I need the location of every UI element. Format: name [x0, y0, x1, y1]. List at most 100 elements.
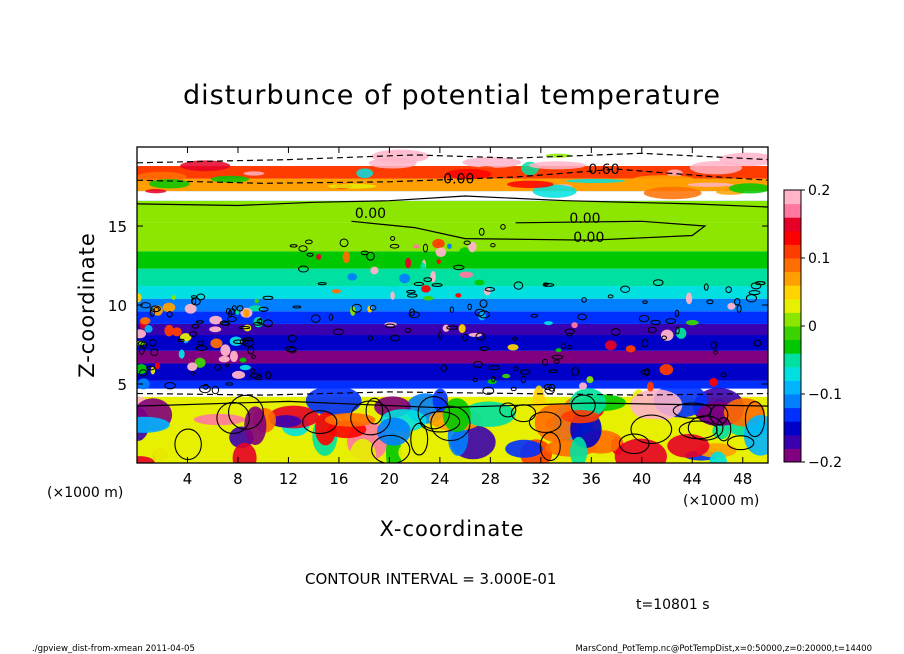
x-tick-label: 16 — [329, 470, 348, 488]
blob — [421, 285, 431, 293]
contour-loop — [713, 350, 718, 355]
colorbar-swatch — [784, 298, 801, 313]
contour-loop — [736, 304, 742, 313]
color-band — [137, 363, 768, 381]
blob — [370, 266, 379, 275]
blob — [743, 415, 768, 456]
contour-loop — [490, 243, 496, 248]
x-tick-label: 28 — [481, 470, 500, 488]
blob — [709, 451, 728, 463]
blob — [571, 322, 578, 329]
color-band — [137, 350, 768, 364]
contour-loop — [744, 401, 766, 438]
contour-loop — [753, 339, 762, 347]
blob — [137, 416, 170, 433]
contour-loop — [177, 338, 185, 342]
contour-loop — [298, 265, 309, 273]
contour-loop — [311, 314, 321, 323]
contour-loop — [423, 277, 433, 282]
blob — [178, 349, 185, 359]
blob — [561, 410, 600, 424]
blob — [367, 305, 373, 313]
colorbar-tick-label: −0.2 — [808, 455, 842, 471]
blob — [432, 388, 448, 412]
contour-loop — [548, 383, 556, 392]
blob — [685, 292, 693, 305]
contour-loop — [258, 306, 269, 312]
contour-loop — [249, 373, 262, 379]
contour-loop — [710, 341, 718, 350]
colorbar-swatch — [784, 285, 801, 300]
contour-loop — [233, 339, 245, 345]
colorbar-swatch — [784, 230, 801, 245]
contour-loop — [539, 431, 561, 462]
contour-loop — [138, 369, 148, 377]
contour-loop — [265, 371, 272, 380]
blob — [462, 157, 522, 168]
contour-loop — [389, 243, 400, 249]
x-tick-label: 44 — [683, 470, 702, 488]
contour-loop — [247, 346, 255, 355]
contour-loop — [195, 320, 204, 324]
blob — [371, 149, 429, 164]
blob — [566, 178, 625, 184]
y-tick-label: 10 — [108, 297, 127, 315]
color-band — [137, 222, 768, 236]
contour-loop — [406, 293, 418, 298]
contour-loop — [491, 375, 496, 383]
contour-interval-text: CONTOUR INTERVAL = 3.000E-01 — [305, 570, 556, 588]
contour-loop — [365, 397, 384, 425]
contour-loop — [369, 304, 377, 311]
blob — [270, 415, 302, 428]
contour-loop — [543, 282, 549, 286]
contour-loop — [289, 244, 298, 248]
contour-loop — [148, 339, 157, 347]
contour-loop — [512, 336, 518, 342]
colorbar-swatch — [784, 394, 801, 409]
blob — [532, 184, 577, 198]
contour-loop — [191, 297, 197, 305]
blob — [666, 169, 683, 177]
blob — [468, 332, 482, 337]
colorbar-swatch — [784, 326, 801, 341]
contour-loop — [630, 414, 673, 445]
contour-loop — [479, 346, 489, 352]
contour-loop — [328, 313, 334, 321]
contour-loop — [474, 308, 485, 317]
color-band — [137, 251, 768, 269]
contour-loop — [570, 394, 596, 417]
contour-loop — [139, 346, 145, 355]
contour-loop — [225, 382, 234, 386]
contour-loop — [610, 328, 621, 336]
y-axis-title: Z-coordinate — [75, 232, 99, 378]
contour-loop — [390, 334, 400, 342]
blob — [570, 436, 588, 463]
contour-loop — [404, 327, 412, 333]
contour-loop — [202, 383, 209, 390]
blob — [442, 324, 450, 332]
blob — [184, 303, 197, 314]
blob — [331, 289, 341, 294]
colorbar-swatch — [784, 312, 801, 327]
color-band — [137, 200, 768, 223]
contour-loop — [242, 337, 254, 342]
contour-loop — [748, 290, 761, 296]
contour-loop — [472, 360, 483, 368]
contour-loop — [430, 405, 471, 442]
contour-loop — [390, 235, 396, 241]
contour-loop — [499, 402, 517, 418]
colorbar-swatch — [784, 339, 801, 354]
y-axis: 5 10 15 — [108, 218, 768, 394]
contour-loop — [519, 369, 531, 375]
contour-line — [137, 168, 768, 184]
blob — [229, 350, 238, 362]
contour-loop — [287, 334, 297, 343]
contour-loop — [302, 410, 338, 435]
blob — [544, 321, 553, 326]
contour-loop — [500, 224, 506, 230]
blob — [555, 348, 562, 353]
blob — [435, 247, 447, 257]
blob — [218, 355, 230, 363]
contour-loop — [647, 326, 657, 334]
contour-loop — [211, 385, 220, 395]
